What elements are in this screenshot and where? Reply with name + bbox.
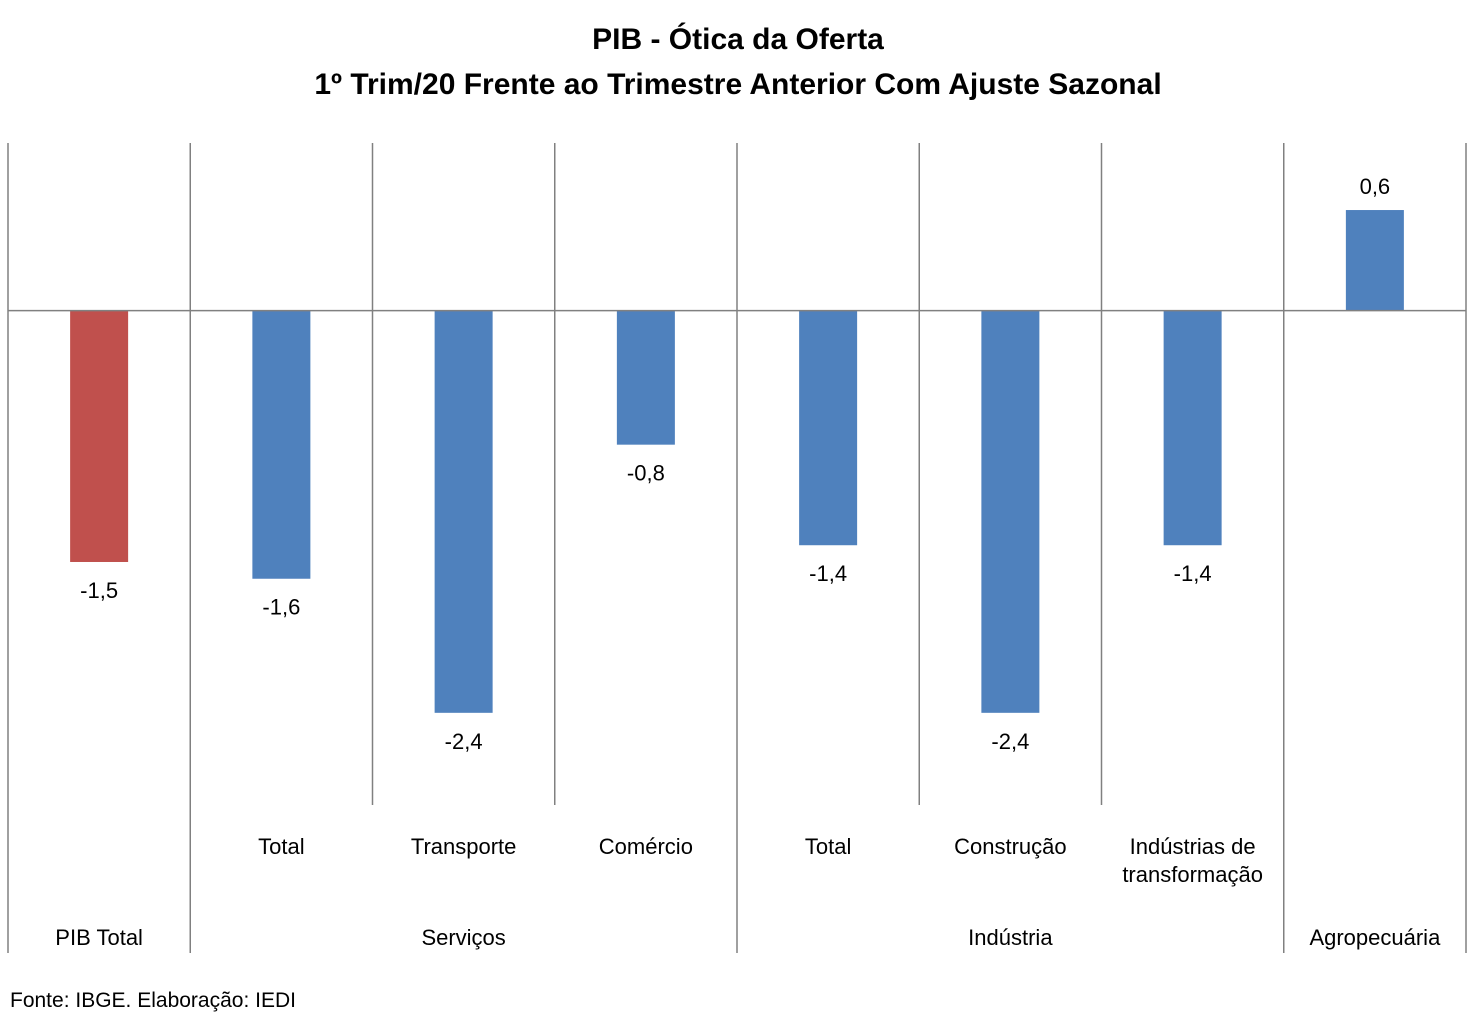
data-label: -2,4 — [445, 729, 483, 754]
group-label: Serviços — [421, 925, 505, 950]
data-label: -1,4 — [1174, 561, 1212, 586]
bar — [252, 310, 311, 579]
bar — [434, 310, 493, 713]
data-label: -1,4 — [809, 561, 847, 586]
data-label: -0,8 — [627, 461, 665, 486]
category-tick-label: Comércio — [599, 834, 693, 859]
data-label: -1,6 — [262, 595, 300, 620]
category-tick-label: Total — [805, 834, 851, 859]
chart-subtitle: 1º Trim/20 Frente ao Trimestre Anterior … — [314, 68, 1162, 101]
group-label: PIB Total — [55, 925, 143, 950]
group-label: Indústria — [968, 925, 1053, 950]
group-label: Agropecuária — [1309, 925, 1441, 950]
data-label: -2,4 — [991, 729, 1029, 754]
bar — [1345, 210, 1404, 311]
bar — [799, 310, 858, 546]
data-label: -1,5 — [80, 578, 118, 603]
category-tick-label: Construção — [954, 834, 1067, 859]
bar — [70, 310, 129, 562]
source-note: Fonte: IBGE. Elaboração: IEDI — [10, 989, 296, 1012]
category-tick-label: Total — [258, 834, 304, 859]
category-tick-label: Indústrias de transformação — [1122, 834, 1263, 887]
category-tick-label: Transporte — [411, 834, 517, 859]
chart-title: PIB - Ótica da Oferta — [592, 23, 884, 56]
bar — [1163, 310, 1222, 546]
bar — [616, 310, 675, 445]
data-label: 0,6 — [1360, 174, 1391, 199]
bar-chart: -1,5 -1,6 -2,4 -0,8 -1,4 -2,4 -1,4 0,6 Total Tran… — [7, 143, 1467, 953]
bar — [981, 310, 1040, 713]
